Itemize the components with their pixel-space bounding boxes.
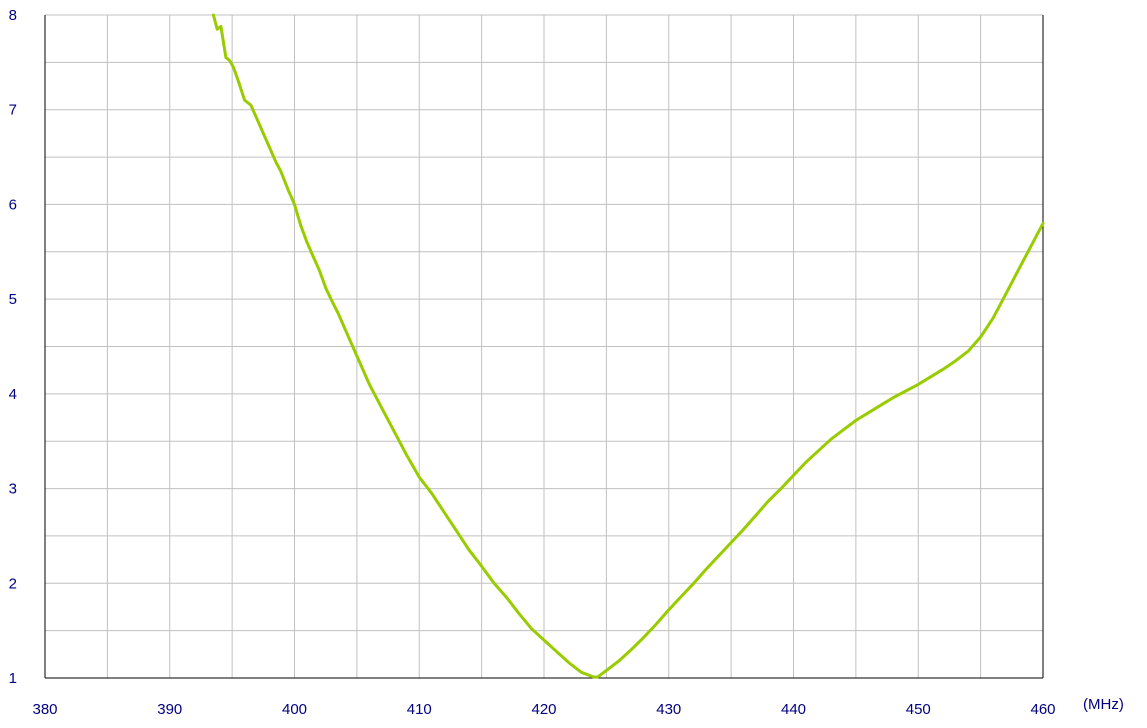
x-unit-label: (MHz) (1083, 696, 1124, 713)
y-tick-label: 1 (9, 670, 17, 687)
x-tick-label: 390 (157, 701, 182, 718)
x-tick-label: 450 (906, 701, 931, 718)
y-tick-label: 7 (9, 102, 17, 119)
y-tick-label: 4 (9, 386, 17, 403)
grid (45, 14, 1043, 678)
series-line (211, 13, 1045, 679)
x-tick-label: 440 (781, 701, 806, 718)
y-tick-label: 5 (9, 291, 17, 308)
series (211, 13, 1045, 679)
axes (44, 15, 1044, 679)
y-tick-label: 2 (9, 575, 17, 592)
x-tick-label: 380 (32, 701, 57, 718)
x-tick-label: 410 (407, 701, 432, 718)
x-tick-label: 430 (656, 701, 681, 718)
x-tick-label: 460 (1030, 701, 1055, 718)
y-tick-label: 6 (9, 196, 17, 213)
y-tick-label: 3 (9, 481, 17, 498)
x-tick-label: 420 (531, 701, 556, 718)
y-tick-label: 8 (9, 7, 17, 24)
tick-labels: 380 390 400 410 420 430 440 450 460 1 2 3 4 5 6 7 8 (9, 7, 1056, 718)
x-tick-label: 400 (282, 701, 307, 718)
